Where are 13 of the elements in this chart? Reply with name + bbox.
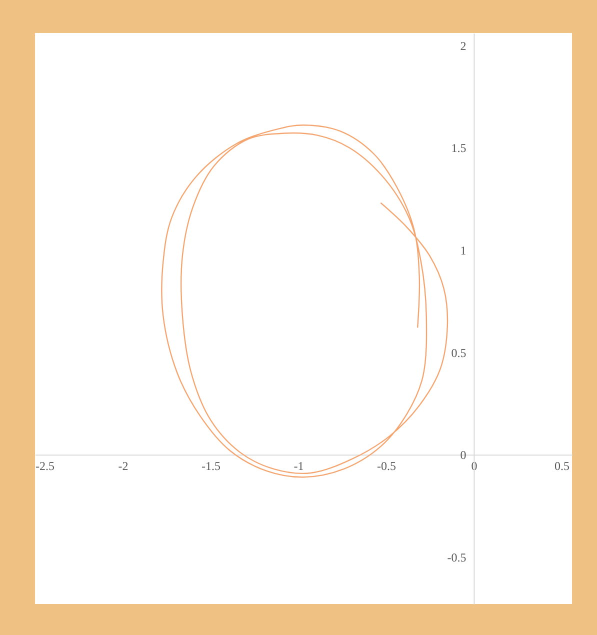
x-tick-label: -2 [118, 459, 128, 474]
y-tick-label: 1 [460, 243, 466, 258]
x-tick-label: 0 [471, 459, 478, 474]
y-tick-label: 2 [460, 38, 466, 53]
x-tick-label: -2.5 [36, 459, 54, 474]
x-tick-label: -1.5 [201, 459, 220, 474]
y-tick-label: 0 [460, 448, 466, 462]
x-tick-label: -0.5 [376, 459, 396, 474]
x-tick-label: 0.5 [554, 459, 570, 474]
y-tick-label: 0.5 [451, 346, 466, 360]
y-tick-label: 1.5 [451, 141, 466, 156]
y-tick-label: -0.5 [447, 550, 466, 564]
x-tick-label: -1 [294, 459, 304, 474]
